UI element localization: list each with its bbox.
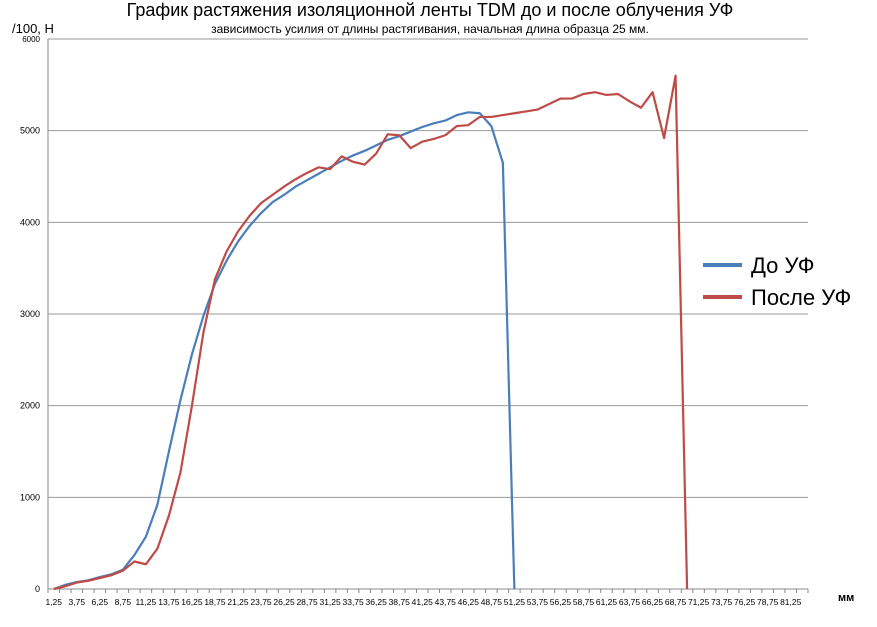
x-tick-label: 31,25 bbox=[319, 597, 341, 607]
chart-subtitle: зависимость усилия от длины растягивания… bbox=[211, 22, 649, 36]
x-tick-label: 23,75 bbox=[250, 597, 272, 607]
x-tick-label: 13,75 bbox=[158, 597, 180, 607]
y-axis-label: /100, Н bbox=[12, 21, 54, 36]
series-line-0 bbox=[53, 111, 516, 591]
x-axis-label: мм bbox=[838, 592, 854, 604]
x-tick-label: 41,25 bbox=[412, 597, 434, 607]
legend-label-1: После УФ bbox=[751, 285, 851, 310]
x-tick-label: 28,75 bbox=[296, 597, 318, 607]
x-tick-label: 8,75 bbox=[115, 597, 132, 607]
x-tick-label: 3,75 bbox=[69, 597, 86, 607]
series-line-1 bbox=[53, 74, 689, 591]
x-tick-label: 58,75 bbox=[573, 597, 595, 607]
x-tick-label: 61,25 bbox=[596, 597, 618, 607]
legend-label-0: До УФ bbox=[751, 253, 814, 278]
x-tick-label: 68,75 bbox=[665, 597, 687, 607]
x-tick-label: 63,75 bbox=[619, 597, 641, 607]
x-tick-label: 48,75 bbox=[481, 597, 503, 607]
x-tick-label: 46,25 bbox=[458, 597, 480, 607]
x-tick-label: 33,75 bbox=[343, 597, 365, 607]
y-tick-label: 2000 bbox=[20, 401, 40, 411]
x-tick-label: 76,25 bbox=[734, 597, 756, 607]
x-tick-label: 11,25 bbox=[136, 597, 157, 607]
y-tick-label: 0 bbox=[35, 584, 40, 594]
x-tick-label: 71,25 bbox=[688, 597, 710, 607]
y-tick-label: 5000 bbox=[20, 126, 40, 136]
x-tick-label: 81,25 bbox=[780, 597, 802, 607]
x-tick-label: 53,75 bbox=[527, 597, 549, 607]
y-tick-label: 6000 bbox=[22, 35, 40, 44]
x-tick-label: 1,25 bbox=[45, 597, 62, 607]
x-tick-label: 43,75 bbox=[435, 597, 457, 607]
x-tick-label: 78,75 bbox=[757, 597, 779, 607]
chart-title: График растяжения изоляционной ленты TDM… bbox=[127, 0, 734, 20]
y-tick-label: 4000 bbox=[20, 217, 40, 227]
x-tick-label: 16,25 bbox=[181, 597, 203, 607]
x-tick-label: 36,25 bbox=[366, 597, 388, 607]
x-tick-label: 56,25 bbox=[550, 597, 572, 607]
x-tick-label: 51,25 bbox=[504, 597, 526, 607]
x-tick-label: 38,75 bbox=[389, 597, 411, 607]
x-tick-label: 6,25 bbox=[92, 597, 109, 607]
y-tick-label: 1000 bbox=[20, 492, 40, 502]
x-tick-label: 26,25 bbox=[273, 597, 295, 607]
x-tick-label: 66,25 bbox=[642, 597, 664, 607]
y-tick-label: 3000 bbox=[20, 309, 40, 319]
x-tick-label: 21,25 bbox=[227, 597, 249, 607]
x-tick-label: 73,75 bbox=[711, 597, 733, 607]
x-tick-label: 18,75 bbox=[204, 597, 226, 607]
